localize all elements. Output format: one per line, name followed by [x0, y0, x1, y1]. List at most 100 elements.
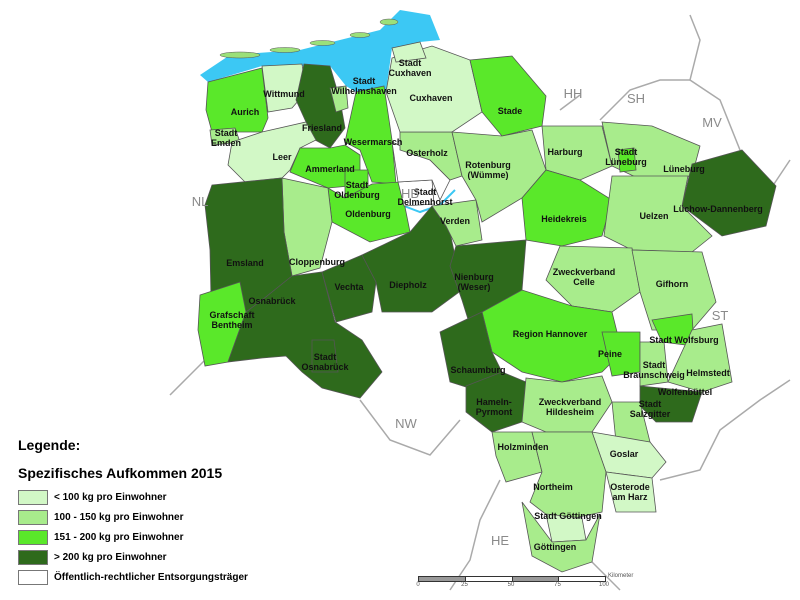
district-label-osterholz: Osterholz: [406, 148, 448, 158]
neighbor-label-st: ST: [712, 308, 729, 323]
district-label-braunschweig: Stadt Braunschweig: [623, 360, 685, 380]
district-label-hildesheim: Zweckverband Hildesheim: [539, 397, 602, 417]
legend-label: Öffentlich-rechtlicher Entsorgungsträger: [54, 571, 248, 583]
wadden-sea: [200, 10, 440, 92]
neighbor-label-mv: MV: [702, 115, 722, 130]
district-wilhelmshaven[interactable]: [329, 85, 349, 113]
district-stadt-osnabrueck[interactable]: [311, 339, 339, 373]
state-border-line: [449, 479, 501, 591]
district-label-wesermarsch: Wesermarsch: [344, 137, 403, 147]
district-label-rotenburg: Rotenburg (Wümme): [465, 160, 511, 180]
legend-label: < 100 kg pro Einwohner: [54, 491, 167, 503]
state-border-line: [589, 559, 621, 591]
neighbor-labels: NL NW HE ST MV HH SH HB: [192, 86, 729, 548]
district-label-stade: Stade: [498, 106, 523, 116]
legend-item: Öffentlich-rechtlicher Entsorgungsträger: [18, 567, 248, 587]
legend-swatch: [18, 489, 48, 505]
district-label-ammerland: Ammerland: [305, 164, 355, 174]
neighbor-label-sh: SH: [627, 91, 645, 106]
district-stadt-cuxhaven[interactable]: [391, 41, 427, 63]
district-uelzen[interactable]: [603, 175, 713, 253]
state-border-line: [359, 399, 461, 456]
scale-tick: 100: [598, 582, 610, 588]
district-label-goslar: Goslar: [610, 449, 639, 459]
district-verden[interactable]: [431, 199, 483, 247]
district-label-diepholz: Diepholz: [389, 280, 427, 290]
district-label-cuxhaven: Cuxhaven: [409, 93, 452, 103]
legend-swatch: [18, 529, 48, 545]
district-label-osterode: Osterode am Harz: [610, 482, 650, 502]
district-label-emsland: Emsland: [226, 258, 264, 268]
district-osnabrueck[interactable]: [227, 271, 383, 399]
district-label-verden: Verden: [440, 216, 470, 226]
island: [309, 40, 336, 46]
district-label-celle: Zweckverband Celle: [553, 267, 616, 287]
legend-item: < 100 kg pro Einwohner: [18, 487, 248, 507]
island: [269, 47, 301, 53]
district-label-osnabrueck: Osnabrück: [248, 296, 296, 306]
district-label-peine: Peine: [598, 349, 622, 359]
legend-label: 100 - 150 kg pro Einwohner: [54, 511, 184, 523]
district-stadt-lueneburg[interactable]: [617, 147, 637, 173]
legend-label: > 200 kg pro Einwohner: [54, 551, 167, 563]
district-osterode[interactable]: [605, 471, 657, 513]
district-label-gifhorn: Gifhorn: [656, 279, 689, 289]
district-hildesheim[interactable]: [521, 375, 613, 433]
district-vechta[interactable]: [321, 254, 377, 323]
scale-tick: 25: [461, 582, 468, 588]
district-label-wilhelmshaven: Stadt Wilhelmshaven: [331, 76, 396, 96]
legend-swatch: [18, 549, 48, 565]
district-label-emden: Stadt Emden: [211, 128, 241, 148]
district-label-cloppenburg: Cloppenburg: [289, 257, 345, 267]
neighbor-label-he: HE: [491, 533, 509, 548]
state-border-line: [659, 379, 791, 481]
district-oldenburg[interactable]: [327, 181, 411, 243]
district-label-bentheim: Grafschaft Bentheim: [209, 310, 254, 330]
neighbor-label-hb: HB: [401, 186, 419, 201]
legend-swatch: [18, 569, 48, 585]
district-label-vechta: Vechta: [334, 282, 364, 292]
district-helmstedt[interactable]: [667, 323, 733, 393]
district-holzminden[interactable]: [491, 431, 543, 483]
district-label-goettingen: Göttingen: [534, 542, 577, 552]
district-label-holzminden: Holzminden: [498, 442, 549, 452]
district-label-northeim: Northeim: [533, 482, 573, 492]
legend-swatch: [18, 509, 48, 525]
scale-bar: 0 25 50 75 100 Kilometer: [416, 573, 633, 590]
state-border-line: [599, 79, 690, 121]
district-label-stadt-cuxhaven: Stadt Cuxhaven: [388, 58, 431, 78]
district-harburg[interactable]: [541, 125, 613, 181]
district-northeim[interactable]: [529, 431, 607, 523]
state-border-line: [559, 94, 581, 111]
district-label-delmenhorst: Stadt Delmenhorst: [397, 187, 452, 207]
district-label-friesland: Friesland: [302, 123, 342, 133]
district-label-hannover: Region Hannover: [513, 329, 588, 339]
district-label-harburg: Harburg: [547, 147, 582, 157]
scale-tick: 75: [554, 582, 561, 588]
scale-unit: Kilometer: [608, 573, 634, 579]
scale-tick: 0: [416, 582, 420, 588]
district-label-nienburg: Nienburg (Weser): [454, 272, 494, 292]
district-label-wolfsburg: Stadt Wolfsburg: [649, 335, 718, 345]
district-label-helmstedt: Helmstedt: [686, 368, 730, 378]
district-label-stadt-oldenburg: Stadt Oldenburg: [334, 180, 380, 200]
legend-subtitle: Spezifisches Aufkommen 2015: [18, 465, 223, 481]
island: [219, 51, 261, 59]
district-label-uelzen: Uelzen: [639, 211, 668, 221]
district-cuxhaven[interactable]: [385, 45, 483, 133]
water-areas: [200, 10, 456, 214]
district-label-hameln: Hameln-Pyrmont: [476, 397, 513, 417]
district-stade[interactable]: [469, 55, 547, 137]
district-goettingen[interactable]: [521, 501, 601, 573]
legend-item: 151 - 200 kg pro Einwohner: [18, 527, 248, 547]
legend: Legende: Spezifisches Aufkommen 2015 < 1…: [18, 437, 248, 587]
neighbor-label-nl: NL: [192, 194, 209, 209]
district-label-luechow: Lüchow-Dannenberg: [673, 204, 763, 214]
legend-title: Legende:: [18, 437, 81, 453]
island: [379, 18, 399, 26]
scale-tick: 50: [507, 582, 515, 588]
district-label-salzgitter: Stadt Salzgitter: [630, 399, 671, 419]
legend-item: > 200 kg pro Einwohner: [18, 547, 248, 567]
island: [349, 32, 371, 38]
